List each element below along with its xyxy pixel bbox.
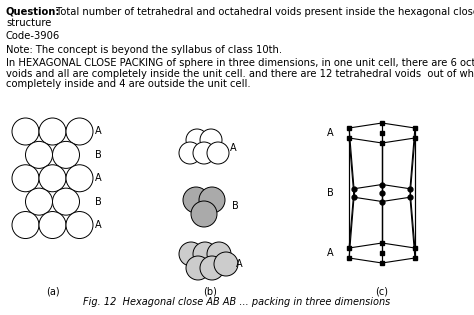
Text: Question:: Question: [6,7,61,17]
Circle shape [179,142,201,164]
Text: voids and all are completely inside the unit cell. and there are 12 tetrahedral : voids and all are completely inside the … [6,69,474,79]
Text: In HEXAGONAL CLOSE PACKING of sphere in three dimensions, in one unit cell, ther: In HEXAGONAL CLOSE PACKING of sphere in … [6,59,474,68]
Circle shape [53,141,80,169]
Circle shape [39,165,66,192]
Text: (b): (b) [203,286,217,296]
Circle shape [12,165,39,192]
Text: A: A [95,127,101,136]
Circle shape [12,212,39,238]
Circle shape [26,141,53,169]
Circle shape [186,256,210,280]
Circle shape [186,129,208,151]
Text: A: A [236,259,243,269]
Text: Fig. 12  Hexagonal close AB AB ... packing in three dimensions: Fig. 12 Hexagonal close AB AB ... packin… [83,297,391,307]
Text: A: A [328,128,334,138]
Circle shape [66,118,93,145]
Circle shape [214,252,238,276]
Circle shape [193,142,215,164]
Text: B: B [95,197,102,207]
Circle shape [53,188,80,215]
Circle shape [39,212,66,238]
Circle shape [200,129,222,151]
Text: (c): (c) [375,286,389,296]
Circle shape [193,242,217,266]
Text: A: A [328,248,334,258]
Circle shape [26,188,53,215]
Circle shape [191,201,217,227]
Circle shape [66,165,93,192]
Text: Code-3906: Code-3906 [6,31,60,41]
Circle shape [39,118,66,145]
Circle shape [12,118,39,145]
Text: Total number of tetrahedral and octahedral voids present inside the hexagonal cl: Total number of tetrahedral and octahedr… [53,7,474,17]
Circle shape [200,256,224,280]
Text: A: A [230,143,237,153]
Circle shape [179,242,203,266]
Text: B: B [232,201,239,211]
Text: B: B [327,188,334,198]
Text: structure: structure [6,18,51,27]
Text: A: A [95,220,101,230]
Circle shape [183,187,209,213]
Text: A: A [95,173,101,183]
Text: B: B [95,150,102,160]
Circle shape [207,142,229,164]
Circle shape [207,242,231,266]
Text: (a): (a) [46,286,59,296]
Circle shape [199,187,225,213]
Text: completely inside and 4 are outside the unit cell.: completely inside and 4 are outside the … [6,79,251,89]
Circle shape [66,212,93,238]
Text: Note: The concept is beyond the syllabus of class 10th.: Note: The concept is beyond the syllabus… [6,45,282,55]
